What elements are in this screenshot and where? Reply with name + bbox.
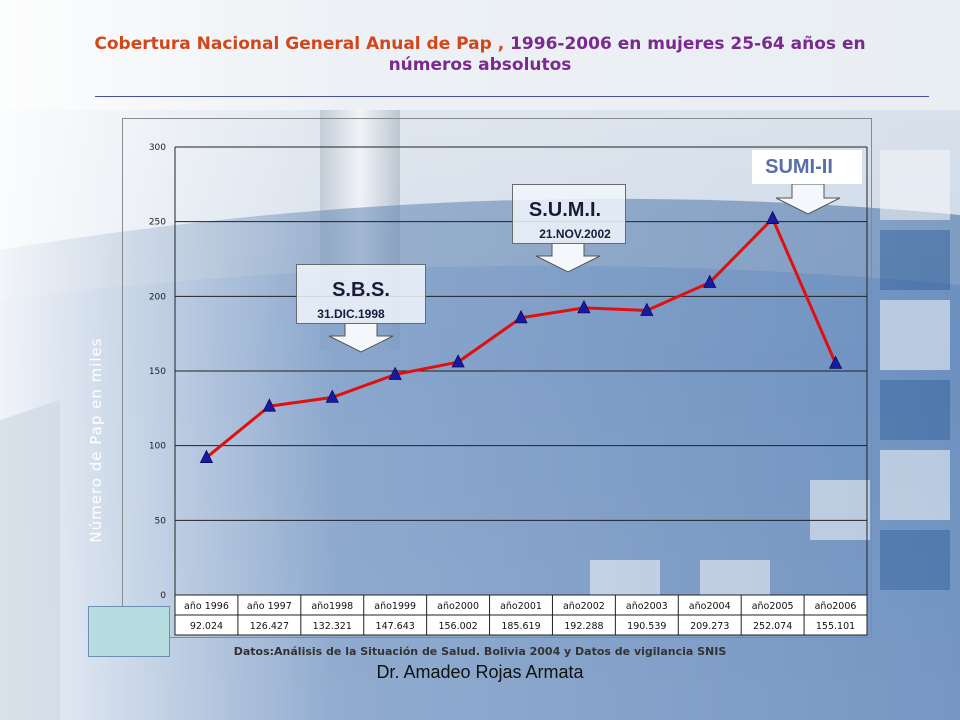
x-tick-label: año 1996: [184, 601, 229, 612]
table-value-label: 126.427: [250, 621, 289, 632]
x-tick-label: año2006: [815, 601, 857, 612]
title-part2: 1996-2006 en mujeres 25-64 años en: [504, 34, 866, 54]
table-value-label: 209.273: [690, 621, 729, 632]
title-divider: [95, 96, 929, 97]
table-value-label: 155.101: [816, 621, 855, 632]
data-point-marker: [451, 354, 465, 368]
x-tick-label: año2004: [689, 601, 731, 612]
table-value-label: 156.002: [438, 621, 477, 632]
y-tick-label: 150: [149, 367, 166, 377]
callout-sbs-arrow: [328, 321, 394, 353]
data-point-marker: [640, 302, 654, 316]
data-point-marker: [577, 299, 591, 314]
y-tick-label: 200: [149, 292, 166, 302]
data-point-marker: [325, 389, 339, 403]
series-line: [205, 215, 837, 459]
data-point-marker: [828, 355, 843, 369]
callout-sumi-arrow: [535, 241, 601, 273]
data-point-marker: [765, 210, 780, 224]
data-source: Datos:Análisis de la Situación de Salud.…: [233, 645, 727, 658]
callout-sumi: S.U.M.I. 21.NOV.2002: [512, 184, 626, 244]
y-tick-label: 50: [155, 516, 167, 526]
x-tick-label: año 1997: [247, 601, 292, 612]
x-tick-label: año1999: [374, 601, 416, 612]
x-tick-label: año2005: [752, 601, 794, 612]
title-line2: números absolutos: [388, 55, 572, 75]
x-tick-label: año2000: [437, 601, 479, 612]
callout-sumi-date: 21.NOV.2002: [539, 227, 611, 241]
callout-sumi2-title: SUMI-II: [765, 156, 833, 178]
y-axis-label: Número de Pap en miles: [87, 337, 105, 543]
y-tick-label: 100: [149, 442, 166, 452]
title-part1: Cobertura Nacional General Anual de Pap …: [94, 34, 505, 54]
y-tick-label: 300: [149, 143, 166, 153]
table-value-label: 190.539: [627, 621, 666, 632]
table-value-label: 132.321: [313, 621, 352, 632]
x-tick-label: año2003: [626, 601, 668, 612]
y-tick-label: 250: [149, 218, 166, 228]
data-point-marker: [262, 398, 277, 412]
chart-title: Cobertura Nacional General Anual de Pap …: [40, 34, 920, 76]
data-point-marker: [514, 309, 528, 324]
callout-sbs-date: 31.DIC.1998: [317, 307, 385, 321]
x-tick-label: año2002: [563, 601, 605, 612]
x-tick-label: año2001: [500, 601, 542, 612]
callout-sbs: S.B.S. 31.DIC.1998: [296, 264, 426, 324]
author: Dr. Amadeo Rojas Armata: [376, 662, 584, 682]
table-value-label: 252.074: [753, 621, 792, 632]
callout-sumi2-arrow: [775, 183, 841, 215]
callout-sumi2: SUMI-II: [752, 150, 862, 184]
y-tick-label: 0: [160, 591, 166, 601]
legend-key-box: [88, 606, 170, 657]
x-tick-label: año1998: [311, 601, 353, 612]
callout-sumi-title: S.U.M.I.: [528, 199, 602, 221]
table-value-label: 92.024: [190, 621, 223, 632]
data-point-marker: [703, 274, 717, 288]
plot-frame: [122, 118, 872, 638]
table-value-label: 147.643: [376, 621, 415, 632]
table-value-label: 192.288: [564, 621, 603, 632]
table-value-label: 185.619: [501, 621, 540, 632]
data-point-marker: [388, 366, 402, 380]
callout-sbs-title: S.B.S.: [332, 279, 390, 301]
data-point-marker: [199, 449, 214, 463]
